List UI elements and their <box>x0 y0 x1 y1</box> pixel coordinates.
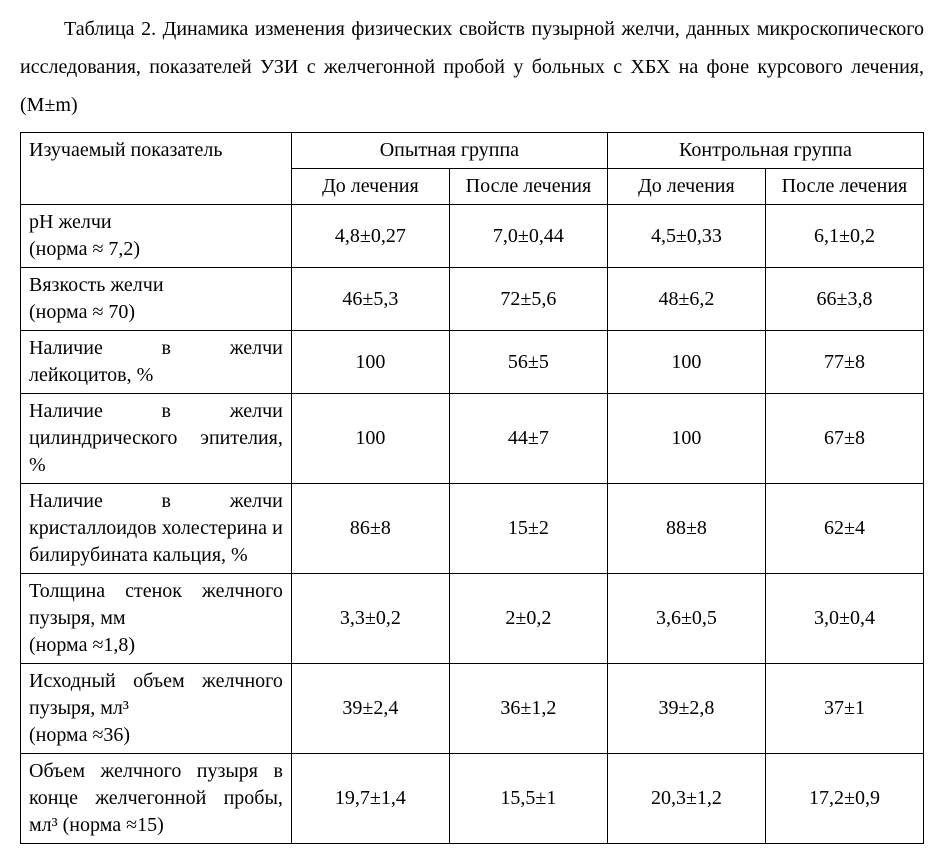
value-cell: 4,8±0,27 <box>291 205 449 268</box>
parameter-cell: Вязкость желчи(норма ≈ 70) <box>21 268 292 331</box>
value-cell: 36±1,2 <box>449 664 607 754</box>
table-row: Наличие в желчи кристаллоидов холестерин… <box>21 484 924 574</box>
value-cell: 15,5±1 <box>449 754 607 844</box>
value-cell: 88±8 <box>607 484 765 574</box>
value-cell: 86±8 <box>291 484 449 574</box>
value-cell: 3,6±0,5 <box>607 574 765 664</box>
value-cell: 44±7 <box>449 394 607 484</box>
table-row: Исходный объем желчного пузыря, мл³(норм… <box>21 664 924 754</box>
value-cell: 56±5 <box>449 331 607 394</box>
value-cell: 7,0±0,44 <box>449 205 607 268</box>
table-row: Наличие в желчи цилиндрического эпителия… <box>21 394 924 484</box>
parameter-cell: Наличие в желчи цилиндрического эпителия… <box>21 394 292 484</box>
value-cell: 39±2,8 <box>607 664 765 754</box>
table-row: Наличие в желчи лейкоцитов, %10056±51007… <box>21 331 924 394</box>
value-cell: 3,3±0,2 <box>291 574 449 664</box>
table-row: Вязкость желчи(норма ≈ 70)46±5,372±5,648… <box>21 268 924 331</box>
parameter-cell: Наличие в желчи кристаллоидов холестерин… <box>21 484 292 574</box>
parameter-cell: Исходный объем желчного пузыря, мл³(норм… <box>21 664 292 754</box>
table-body: рН желчи(норма ≈ 7,2)4,8±0,277,0±0,444,5… <box>21 205 924 844</box>
table-header-row-1: Изучаемый показатель Опытная группа Конт… <box>21 133 924 169</box>
value-cell: 37±1 <box>765 664 923 754</box>
parameter-cell: Наличие в желчи лейкоцитов, % <box>21 331 292 394</box>
page: Таблица 2. Динамика изменения физических… <box>0 0 944 864</box>
col-header-exp-after: После лечения <box>449 169 607 205</box>
value-cell: 15±2 <box>449 484 607 574</box>
col-header-parameter: Изучаемый показатель <box>21 133 292 205</box>
value-cell: 39±2,4 <box>291 664 449 754</box>
value-cell: 100 <box>607 394 765 484</box>
table-row: Толщина стенок желчного пузыря, мм(норма… <box>21 574 924 664</box>
value-cell: 77±8 <box>765 331 923 394</box>
value-cell: 2±0,2 <box>449 574 607 664</box>
value-cell: 3,0±0,4 <box>765 574 923 664</box>
data-table: Изучаемый показатель Опытная группа Конт… <box>20 132 924 844</box>
value-cell: 17,2±0,9 <box>765 754 923 844</box>
value-cell: 4,5±0,33 <box>607 205 765 268</box>
value-cell: 100 <box>607 331 765 394</box>
value-cell: 19,7±1,4 <box>291 754 449 844</box>
value-cell: 72±5,6 <box>449 268 607 331</box>
col-header-group-experimental: Опытная группа <box>291 133 607 169</box>
col-header-ctrl-after: После лечения <box>765 169 923 205</box>
table-row: рН желчи(норма ≈ 7,2)4,8±0,277,0±0,444,5… <box>21 205 924 268</box>
value-cell: 62±4 <box>765 484 923 574</box>
value-cell: 48±6,2 <box>607 268 765 331</box>
value-cell: 66±3,8 <box>765 268 923 331</box>
parameter-cell: Объем желчного пузыря в конце желчегонно… <box>21 754 292 844</box>
col-header-exp-before: До лечения <box>291 169 449 205</box>
value-cell: 46±5,3 <box>291 268 449 331</box>
value-cell: 100 <box>291 394 449 484</box>
value-cell: 6,1±0,2 <box>765 205 923 268</box>
col-header-group-control: Контрольная группа <box>607 133 923 169</box>
value-cell: 20,3±1,2 <box>607 754 765 844</box>
table-caption: Таблица 2. Динамика изменения физических… <box>20 10 924 124</box>
parameter-cell: Толщина стенок желчного пузыря, мм(норма… <box>21 574 292 664</box>
parameter-cell: рН желчи(норма ≈ 7,2) <box>21 205 292 268</box>
value-cell: 100 <box>291 331 449 394</box>
table-row: Объем желчного пузыря в конце желчегонно… <box>21 754 924 844</box>
col-header-ctrl-before: До лечения <box>607 169 765 205</box>
value-cell: 67±8 <box>765 394 923 484</box>
